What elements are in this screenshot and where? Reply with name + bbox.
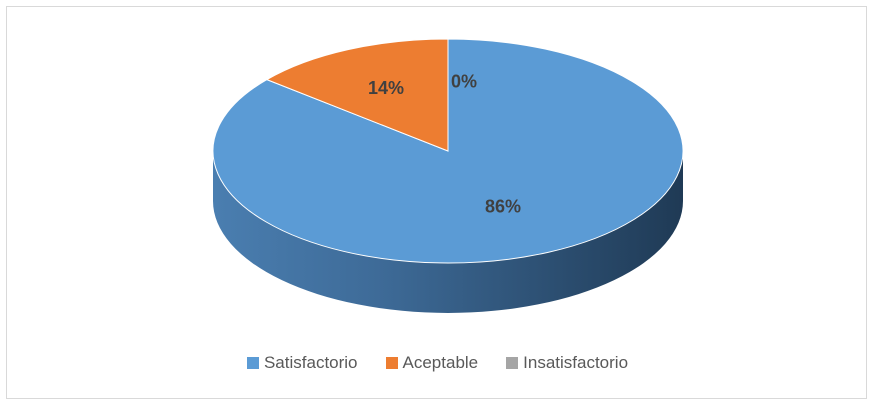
pie-sides <box>213 151 683 313</box>
legend-item-insatisfactorio: Insatisfactorio <box>506 353 628 373</box>
legend-item-aceptable: Aceptable <box>385 353 479 373</box>
pie-side-wall <box>213 151 683 313</box>
legend-label-insatisfactorio: Insatisfactorio <box>523 353 629 372</box>
pie-slices <box>212 38 684 264</box>
legend-item-satisfactorio: Satisfactorio <box>246 353 358 373</box>
legend-label-aceptable: Aceptable <box>402 353 479 372</box>
legend: Satisfactorio Aceptable Insatisfactorio <box>0 353 875 373</box>
legend-swatch-insatisfactorio <box>506 357 519 369</box>
pie-labels: 86% 14% 0% <box>368 72 521 217</box>
pie-slice-aceptable <box>265 38 449 152</box>
data-label-satisfactorio: 86% <box>485 197 521 217</box>
legend-swatch-satisfactorio <box>246 357 259 369</box>
legend-label-satisfactorio: Satisfactorio <box>263 353 358 372</box>
data-label-aceptable: 14% <box>368 78 404 98</box>
legend-swatch-aceptable <box>385 357 398 369</box>
data-label-insatisfactorio: 0% <box>451 72 477 92</box>
